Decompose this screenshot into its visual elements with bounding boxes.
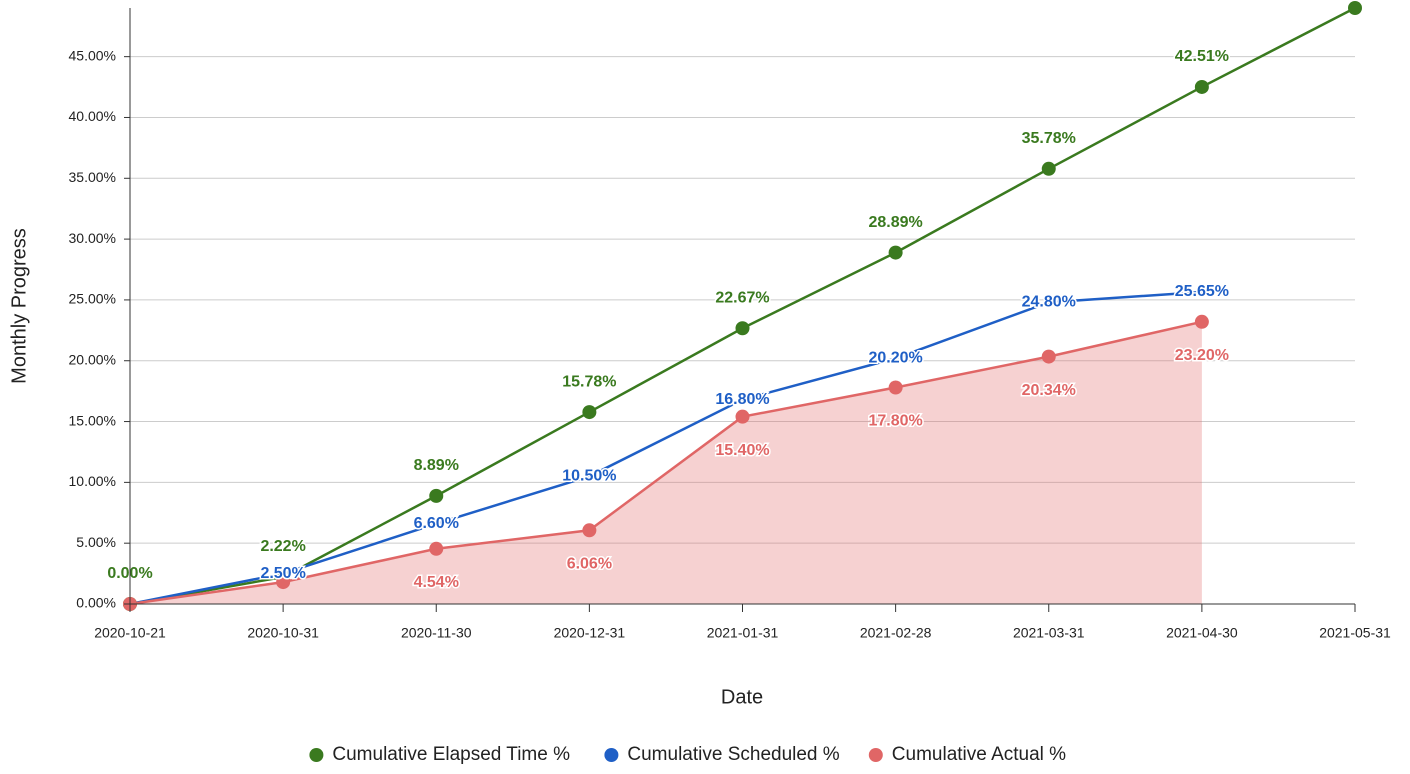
marker (429, 541, 444, 556)
y-tick-label: 10.00% (69, 473, 116, 489)
marker (582, 523, 597, 538)
series-line (129, 320, 1203, 606)
value-label: 25.65% (1175, 283, 1229, 300)
y-tick-label: 15.00% (69, 412, 116, 428)
value-label: 24.80% (1022, 294, 1076, 311)
value-label: 6.06% (567, 556, 612, 573)
x-tick-label: 2021-03-31 (1013, 625, 1085, 641)
value-label: 17.80% (868, 413, 922, 430)
value-labels: 0.00%2.22%8.89%15.78%22.67%28.89%35.78%4… (106, 47, 1231, 593)
value-label: 20.34% (1022, 382, 1076, 399)
x-tick-label: 2021-05-31 (1319, 625, 1391, 641)
value-label: 20.20% (868, 350, 922, 367)
value-label: 6.60% (414, 515, 459, 532)
markers (123, 1, 1362, 611)
y-tick-label: 30.00% (69, 230, 116, 246)
value-label: 28.89% (868, 214, 922, 231)
marker (582, 405, 597, 420)
value-label: 15.78% (562, 373, 616, 390)
x-axis-label: Date (721, 686, 763, 708)
area (130, 321, 1202, 604)
x-tick-label: 2020-10-31 (247, 625, 319, 641)
marker (735, 321, 750, 336)
value-label: 2.50% (260, 565, 305, 582)
marker (888, 245, 903, 260)
y-tick-label: 35.00% (69, 169, 116, 185)
value-label: 2.22% (260, 538, 305, 555)
marker (1194, 314, 1209, 329)
y-tick-label: 20.00% (69, 351, 116, 367)
x-tick-label: 2020-12-31 (554, 625, 626, 641)
value-label: 22.67% (715, 289, 769, 306)
value-label: 35.78% (1022, 130, 1076, 147)
marker (276, 575, 291, 590)
grid (130, 56, 1355, 605)
y-tick-label: 5.00% (76, 534, 116, 550)
y-axis-label: Monthly Progress (8, 228, 30, 384)
x-tick-label: 2021-01-31 (707, 625, 779, 641)
marker (888, 380, 903, 395)
legend-marker (868, 748, 883, 762)
value-label: 10.50% (562, 468, 616, 485)
marker (1348, 1, 1362, 15)
y-tick-label: 25.00% (69, 291, 116, 307)
value-label: 23.20% (1175, 347, 1229, 364)
value-label: 4.54% (414, 574, 459, 591)
value-label: 16.80% (715, 391, 769, 408)
value-label: 42.51% (1175, 48, 1229, 65)
x-tick-label: 2020-11-30 (401, 625, 472, 641)
value-label: 8.89% (414, 457, 459, 474)
marker (1194, 79, 1209, 94)
marker (1041, 161, 1056, 176)
marker (1041, 349, 1056, 364)
y-tick-label: 0.00% (76, 595, 116, 611)
areas (130, 321, 1202, 604)
x-tick-label: 2021-02-28 (860, 625, 932, 641)
y-tick-label: 45.00% (69, 47, 116, 63)
x-tick-label: 2020-10-21 (94, 625, 166, 641)
legend-marker (309, 748, 324, 762)
marker (429, 488, 444, 503)
x-tick-label: 2021-04-30 (1166, 625, 1238, 641)
y-tick-label: 40.00% (69, 108, 116, 124)
marker (735, 409, 750, 424)
legend-label: Cumulative Actual % (892, 744, 1066, 765)
legend-label: Cumulative Scheduled % (627, 744, 839, 765)
series-line (129, 290, 1202, 606)
legend-marker (604, 748, 619, 762)
value-label: 15.40% (715, 442, 769, 459)
legend-label: Cumulative Elapsed Time % (332, 744, 570, 765)
